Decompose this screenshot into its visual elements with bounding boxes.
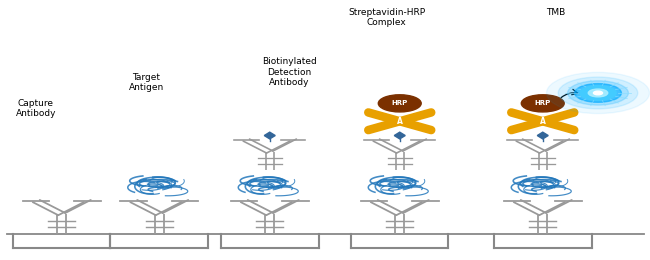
Text: HRP: HRP [391,100,408,106]
Circle shape [575,84,621,102]
Circle shape [593,91,603,95]
Circle shape [588,89,608,97]
Circle shape [558,77,638,109]
Text: Target
Antigen: Target Antigen [129,73,164,92]
Polygon shape [395,132,405,139]
Text: A: A [396,117,403,126]
Circle shape [521,95,564,112]
Polygon shape [538,132,548,139]
Text: TMB: TMB [546,8,566,17]
Circle shape [378,95,421,112]
Text: Streptavidin-HRP
Complex: Streptavidin-HRP Complex [348,8,425,27]
Circle shape [580,86,616,100]
Text: Biotinylated
Detection
Antibody: Biotinylated Detection Antibody [262,57,317,87]
Circle shape [567,81,629,105]
Circle shape [547,72,649,114]
Text: HRP: HRP [534,100,551,106]
Text: Capture
Antibody: Capture Antibody [16,99,56,118]
Text: A: A [540,117,546,126]
Polygon shape [265,132,275,139]
